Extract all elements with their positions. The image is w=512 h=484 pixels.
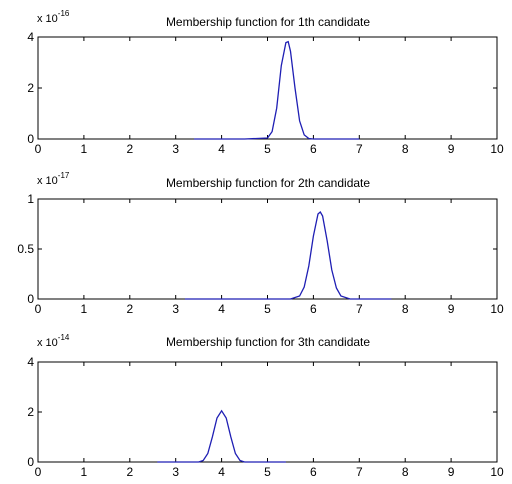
subplot-3-xtick-label: 7 [356, 465, 363, 479]
subplot-2-xtick-label: 10 [490, 302, 504, 316]
subplot-2-xtick-label: 2 [126, 302, 133, 316]
subplot-3-ytick-label: 2 [27, 405, 34, 419]
subplot-2-series-line [184, 210, 392, 300]
subplot-3-ytick-label: 0 [27, 455, 34, 469]
subplot-2-title: Membership function for 2th candidate [166, 176, 370, 190]
subplot-3-plot-area: 0 1 2 3 4 5 6 7 8 9 10 0 2 4 [27, 355, 504, 479]
subplot-1-scale-factor: x 10-16 [37, 9, 70, 25]
subplot-1-ytick-label: 0 [27, 132, 34, 146]
subplot-2-xtick-label: 5 [264, 302, 271, 316]
subplot-3-title: Membership function for 3th candidate [166, 335, 370, 349]
subplot-1-xtick-label: 5 [264, 142, 271, 156]
subplot-1-xtick-label: 9 [448, 142, 455, 156]
subplot-2-xtick-label: 3 [172, 302, 179, 316]
subplot-1-ytick-label: 2 [27, 81, 34, 95]
subplot-2-xtick-label: 7 [356, 302, 363, 316]
subplot-3: Membership function for 3th candidate x … [27, 333, 504, 479]
subplot-1-xtick-label: 7 [356, 142, 363, 156]
subplot-2-xtick-label: 4 [218, 302, 225, 316]
subplot-1-xtick-label: 2 [126, 142, 133, 156]
subplot-1-title: Membership function for 1th candidate [166, 15, 370, 29]
subplot-3-xtick-label: 8 [402, 465, 409, 479]
subplot-3-ytick-label: 4 [27, 355, 34, 369]
subplot-3-xtick-label: 2 [126, 465, 133, 479]
subplot-1-xtick-label: 3 [172, 142, 179, 156]
subplot-3-xtick-label: 1 [81, 465, 88, 479]
subplot-1-xtick-label: 0 [35, 142, 42, 156]
subplot-2-xtick-label: 0 [35, 302, 42, 316]
subplot-2-ytick-label: 0.5 [17, 242, 34, 256]
subplot-2-ytick-label: 1 [27, 192, 34, 206]
subplot-3-xtick-label: 10 [490, 465, 504, 479]
subplot-1-xtick-label: 6 [310, 142, 317, 156]
subplot-1-xtick-label: 4 [218, 142, 225, 156]
subplot-2-plot-area: 0 1 2 3 4 5 6 7 8 9 10 0 0.5 1 [17, 192, 504, 316]
subplot-3-scale-factor: x 10-14 [37, 333, 70, 349]
subplot-3-xtick-label: 0 [35, 465, 42, 479]
subplot-1-xtick-label: 10 [490, 142, 504, 156]
subplot-1-xtick-label: 8 [402, 142, 409, 156]
subplot-1-xtick-label: 1 [81, 142, 88, 156]
subplot-1-series-line [194, 40, 360, 140]
subplot-3-xtick-label: 9 [448, 465, 455, 479]
subplot-3-series-line [157, 409, 286, 463]
subplot-2-xtick-label: 9 [448, 302, 455, 316]
subplot-2-ytick-label: 0 [27, 292, 34, 306]
subplot-3-xtick-label: 5 [264, 465, 271, 479]
subplot-3-xtick-label: 4 [218, 465, 225, 479]
subplot-2: Membership function for 2th candidate x … [17, 171, 504, 316]
subplot-2-xtick-label: 1 [81, 302, 88, 316]
subplot-2-xtick-label: 6 [310, 302, 317, 316]
subplot-1-plot-area: 0 1 2 3 4 5 6 7 8 9 10 0 2 4 [27, 30, 504, 156]
subplot-2-xtick-label: 8 [402, 302, 409, 316]
subplot-3-xtick-label: 3 [172, 465, 179, 479]
subplot-1-ytick-label: 4 [27, 30, 34, 44]
subplot-2-scale-factor: x 10-17 [37, 171, 70, 187]
subplot-1: Membership function for 1th candidate x … [27, 9, 504, 156]
subplot-3-xtick-label: 6 [310, 465, 317, 479]
